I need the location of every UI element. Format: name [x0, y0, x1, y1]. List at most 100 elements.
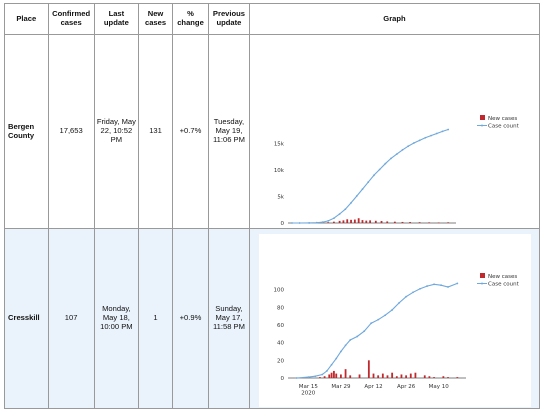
new-cases-bar [409, 373, 412, 378]
new-cases-bar [346, 218, 349, 223]
new-cases-bar [405, 374, 407, 378]
new-cases-bar [380, 220, 383, 223]
header-graph: Graph [248, 3, 540, 35]
x-tick-label: Apr 12 [364, 384, 382, 390]
case-count-point [426, 284, 428, 287]
new-cases-bar [401, 221, 404, 223]
case-count-point [344, 207, 347, 210]
case-count-point [321, 373, 324, 375]
new-cases-bar [381, 373, 384, 378]
new-cases-bar [365, 220, 368, 223]
new-cases-bar [414, 372, 417, 378]
case-count-point [332, 216, 335, 219]
new-cases-bar [367, 359, 370, 378]
new-cases-bar [395, 375, 398, 378]
new-cases-bar [377, 374, 380, 378]
case-count-point [377, 318, 380, 321]
x-tick-label: May 10 [429, 384, 450, 390]
new-cases-bar [409, 221, 411, 223]
case-count-point [344, 343, 347, 346]
case-count-point [447, 285, 449, 288]
x-tick-label: Mar 29 [331, 384, 351, 390]
new-cases-bar [357, 217, 360, 223]
case-count-point [430, 134, 432, 136]
place-cell: Cresskill [4, 228, 49, 409]
case-count-point [395, 152, 398, 155]
new-cases-bar [437, 221, 440, 223]
case-count-point [418, 138, 421, 141]
new-cases-cell: 1 [138, 228, 174, 409]
new-cases-cell: 131 [138, 34, 174, 229]
case-count-point [391, 308, 394, 311]
new-cases-bar [447, 376, 449, 378]
header-place[interactable]: Place [4, 3, 49, 35]
case-count-point [435, 132, 438, 134]
case-count-point [335, 357, 338, 359]
legend-new-cases-label: New cases [488, 116, 517, 122]
case-count-point [412, 141, 415, 144]
legend-new-cases-swatch [479, 114, 485, 120]
new-cases-bar [342, 219, 345, 223]
x-tick-label-line: Apr 26 [397, 384, 416, 390]
case-count-point [401, 148, 404, 151]
new-cases-bar [328, 373, 331, 378]
y-tick-label: 100 [273, 287, 284, 293]
table-row: Cresskill 107 Monday, May 18, 10:00 PM 1… [4, 228, 540, 409]
x-tick-label-line: May 10 [429, 384, 450, 390]
new-cases-bar [344, 368, 347, 378]
case-count-point [440, 283, 442, 286]
confirmed-cell: 17,653 [47, 34, 95, 229]
case-count-point [433, 282, 435, 285]
case-count-point [398, 301, 400, 304]
case-count-point [295, 376, 298, 379]
new-cases-bar [339, 373, 342, 378]
case-count-line [291, 128, 449, 224]
header-last-update[interactable]: Last update [93, 3, 140, 35]
case-count-point [456, 282, 459, 284]
last-update-cell: Monday, May 18, 10:00 PM [93, 228, 140, 409]
header-previous-update[interactable]: Previous update [207, 3, 250, 35]
case-count-point [405, 295, 407, 298]
x-tick-label: Apr 26 [397, 384, 416, 390]
case-count-point [361, 187, 364, 190]
new-cases-bar [428, 221, 431, 223]
y-tick-label: 40 [277, 340, 284, 346]
case-count-point [339, 350, 342, 352]
new-cases-bar [332, 370, 335, 378]
header-confirmed-cases[interactable]: Confirmed cases [47, 3, 95, 35]
case-count-point [350, 201, 352, 204]
header-percent-change[interactable]: % change [172, 3, 209, 35]
previous-update-cell: Sunday, May 17, 11:58 PM [207, 228, 250, 409]
legend-new-cases-swatch [479, 272, 485, 278]
y-tick-label: 10k [274, 168, 285, 174]
case-count-point [321, 220, 324, 223]
case-count-point [355, 194, 358, 197]
x-tick-label-line: 2020 [301, 390, 315, 396]
case-count-point [349, 338, 352, 341]
case-count-point [419, 287, 421, 290]
new-cases-bar [358, 373, 361, 378]
new-cases-bar [349, 374, 352, 378]
case-count-point [378, 168, 381, 170]
y-tick-label: 0 [280, 221, 284, 227]
new-cases-bar [369, 219, 371, 223]
case-count-point [384, 313, 387, 316]
legend-case-count-marker [480, 124, 483, 126]
case-count-point [338, 212, 341, 215]
case-count-point [330, 363, 333, 366]
new-cases-bar [327, 221, 330, 223]
new-cases-bar [335, 373, 338, 378]
header-new-cases[interactable]: New cases [138, 3, 174, 35]
new-cases-bar [319, 376, 321, 378]
case-count-point [412, 290, 414, 293]
y-tick-label: 80 [277, 305, 284, 311]
case-count-point [390, 156, 392, 159]
previous-update-cell: Tuesday, May 19, 11:06 PM [207, 34, 250, 229]
x-tick-label-line: Mar 15 [299, 384, 319, 390]
percent-change-cell: +0.9% [172, 228, 209, 409]
chart-cresskill-svg: 0 20 40 60 80 100 Mar 15 2020 Mar 29 Apr 12 Apr 26… [258, 233, 531, 407]
y-tick-label: 60 [277, 322, 284, 328]
case-count-point [447, 128, 450, 130]
new-cases-bar [374, 220, 377, 223]
